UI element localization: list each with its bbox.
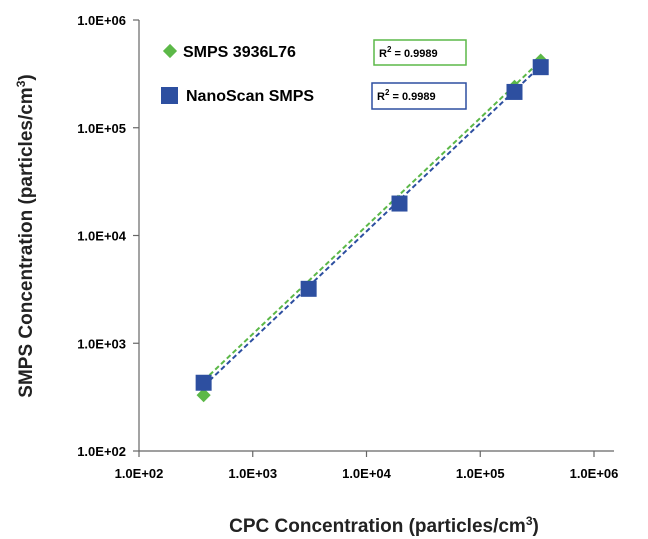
x-tick-label: 1.0E+04 (342, 466, 392, 481)
x-tick-label: 1.0E+05 (456, 466, 505, 481)
x-tick-label: 1.0E+06 (570, 466, 619, 481)
r2-box-nanoscan: R2 = 0.9989 (371, 82, 467, 110)
legend-marker-nanoscan (161, 87, 178, 104)
legend-label-nanoscan: NanoScan SMPS (186, 88, 314, 105)
data-point-nanoscan (391, 195, 408, 212)
r2-box-smps: R2 = 0.9989 (373, 39, 467, 66)
y-tick-label: 1.0E+05 (77, 121, 126, 136)
x-ticks: 1.0E+02 1.0E+03 1.0E+04 1.0E+05 1.0E+06 (115, 451, 619, 481)
data-point-nanoscan (300, 280, 317, 297)
data-point-nanoscan (195, 374, 212, 391)
data-point-nanoscan (532, 59, 549, 76)
trendline-smps (202, 59, 542, 382)
legend: SMPS 3936L76 NanoScan SMPS (161, 43, 314, 105)
y-tick-label: 1.0E+06 (77, 13, 126, 28)
y-tick-label: 1.0E+04 (77, 229, 127, 244)
x-axis-title: CPC Concentration (particles/cm3) (229, 514, 539, 537)
data-point-nanoscan (506, 83, 523, 100)
r2-text-smps: R2 = 0.9989 (379, 45, 438, 60)
legend-marker-smps (162, 43, 178, 59)
y-tick-label: 1.0E+03 (77, 336, 126, 351)
y-tick-label: 1.0E+02 (77, 444, 126, 459)
y-ticks: 1.0E+02 1.0E+03 1.0E+04 1.0E+05 1.0E+06 (77, 13, 139, 459)
legend-label-smps: SMPS 3936L76 (183, 44, 296, 61)
r2-text-nanoscan: R2 = 0.9989 (377, 88, 436, 103)
x-tick-label: 1.0E+03 (228, 466, 277, 481)
y-axis-title: SMPS Concentration (particles/cm3) (14, 74, 37, 397)
data-point-smps (196, 388, 211, 403)
markers (195, 53, 549, 403)
trendlines (202, 59, 542, 387)
x-tick-label: 1.0E+02 (115, 466, 164, 481)
trendline-nanoscan (202, 65, 542, 387)
